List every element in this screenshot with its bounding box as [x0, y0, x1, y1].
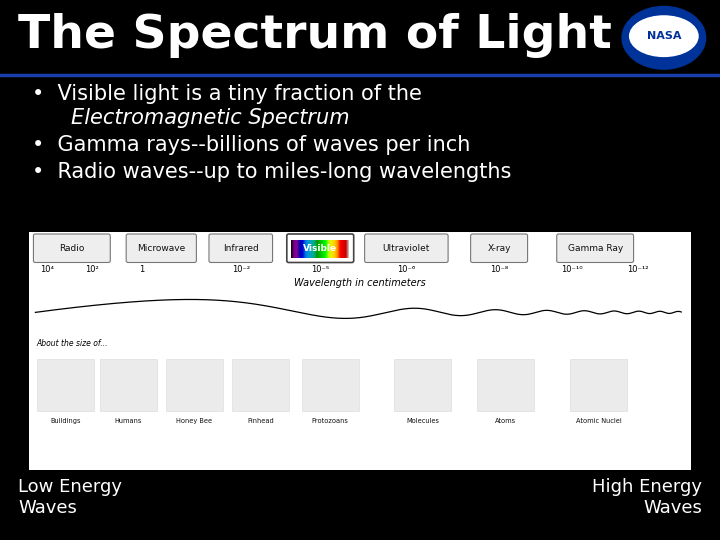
FancyBboxPatch shape [33, 234, 110, 262]
Text: 10⁻⁵: 10⁻⁵ [311, 265, 329, 274]
FancyBboxPatch shape [471, 234, 528, 262]
Text: Microwave: Microwave [137, 244, 186, 253]
Text: Atomic Nuclei: Atomic Nuclei [575, 417, 621, 423]
FancyBboxPatch shape [99, 359, 157, 411]
Text: 10⁻⁸: 10⁻⁸ [490, 265, 508, 274]
Text: Gamma Ray: Gamma Ray [567, 244, 623, 253]
Text: Infrared: Infrared [223, 244, 258, 253]
Text: 10²: 10² [85, 265, 99, 274]
Text: 10⁻¹⁰: 10⁻¹⁰ [561, 265, 582, 274]
FancyBboxPatch shape [477, 359, 534, 411]
Text: •  Gamma rays--billions of waves per inch: • Gamma rays--billions of waves per inch [32, 135, 471, 155]
FancyBboxPatch shape [557, 234, 634, 262]
Text: Wavelength in centimeters: Wavelength in centimeters [294, 278, 426, 288]
FancyBboxPatch shape [29, 232, 691, 470]
Circle shape [622, 6, 706, 69]
FancyBboxPatch shape [37, 359, 94, 411]
Text: The Spectrum of Light: The Spectrum of Light [18, 14, 612, 58]
Text: 1: 1 [139, 265, 144, 274]
Text: Ultraviolet: Ultraviolet [383, 244, 430, 253]
Text: 10⁻¹²: 10⁻¹² [627, 265, 649, 274]
Text: Protozoans: Protozoans [312, 417, 348, 423]
Text: Atoms: Atoms [495, 417, 516, 423]
Text: Electromagnetic Spectrum: Electromagnetic Spectrum [71, 108, 349, 128]
Text: Honey Bee: Honey Bee [176, 417, 212, 423]
Text: Pinhead: Pinhead [247, 417, 274, 423]
FancyBboxPatch shape [302, 359, 359, 411]
FancyBboxPatch shape [570, 359, 627, 411]
Text: 10⁻²: 10⁻² [232, 265, 250, 274]
Text: Visible: Visible [303, 244, 337, 253]
Text: Buildings: Buildings [50, 417, 81, 423]
FancyBboxPatch shape [364, 234, 448, 262]
FancyBboxPatch shape [395, 359, 451, 411]
Text: X-ray: X-ray [487, 244, 511, 253]
Text: 10⁴: 10⁴ [40, 265, 54, 274]
Text: •  Radio waves--up to miles-long wavelengths: • Radio waves--up to miles-long waveleng… [32, 162, 512, 182]
FancyBboxPatch shape [232, 359, 289, 411]
Text: About the size of...: About the size of... [37, 339, 108, 348]
Text: Low Energy
Waves: Low Energy Waves [18, 478, 122, 517]
Text: 10⁻⁶: 10⁻⁶ [397, 265, 415, 274]
FancyBboxPatch shape [209, 234, 273, 262]
Ellipse shape [629, 16, 698, 56]
FancyBboxPatch shape [166, 359, 223, 411]
Text: Molecules: Molecules [406, 417, 439, 423]
Text: Humans: Humans [114, 417, 142, 423]
Text: High Energy
Waves: High Energy Waves [592, 478, 702, 517]
Text: •  Visible light is a tiny fraction of the: • Visible light is a tiny fraction of th… [32, 84, 422, 104]
Text: Radio: Radio [59, 244, 84, 253]
Text: NASA: NASA [647, 31, 681, 41]
FancyBboxPatch shape [126, 234, 197, 262]
